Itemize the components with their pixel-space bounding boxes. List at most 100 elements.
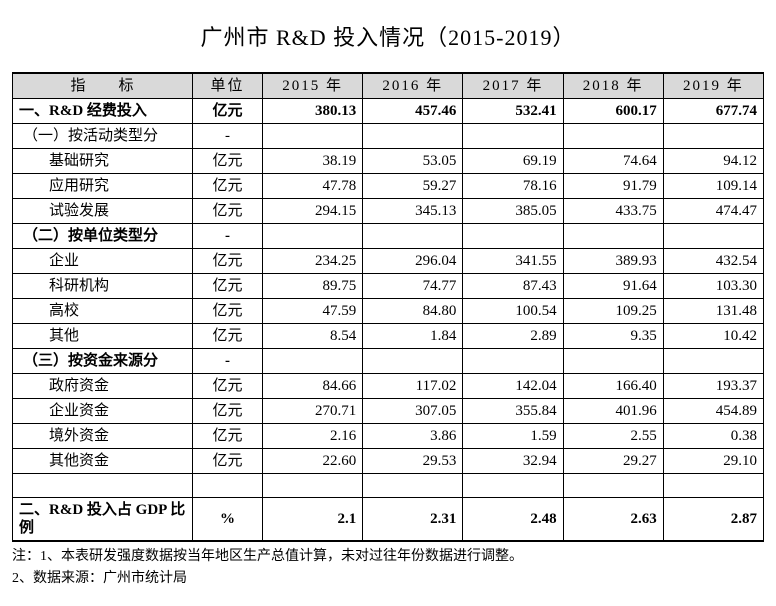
cell-value: 47.59: [263, 299, 363, 324]
cell-value: 474.47: [663, 199, 763, 224]
table-row: 试验发展亿元294.15345.13385.05433.75474.47: [13, 199, 764, 224]
cell-value: 74.64: [563, 149, 663, 174]
row-unit: -: [193, 349, 263, 374]
cell-value: 1.59: [463, 424, 563, 449]
row-label: 一、R&D 经费投入: [13, 99, 193, 124]
cell-value: [263, 124, 363, 149]
cell-value: [463, 224, 563, 249]
row-label: （一）按活动类型分: [13, 124, 193, 149]
cell-value: 432.54: [663, 249, 763, 274]
cell-value: 401.96: [563, 399, 663, 424]
row-unit: 亿元: [193, 399, 263, 424]
row-label: [13, 474, 193, 498]
cell-value: 341.55: [463, 249, 563, 274]
row-label: 其他资金: [13, 449, 193, 474]
table-row: 科研机构亿元89.7574.7787.4391.64103.30: [13, 274, 764, 299]
row-unit: 亿元: [193, 99, 263, 124]
cell-value: 2.1: [263, 498, 363, 542]
cell-value: 29.53: [363, 449, 463, 474]
row-unit: 亿元: [193, 199, 263, 224]
table-row: 政府资金亿元84.66117.02142.04166.40193.37: [13, 374, 764, 399]
row-unit: 亿元: [193, 174, 263, 199]
cell-value: 142.04: [463, 374, 563, 399]
cell-value: 457.46: [363, 99, 463, 124]
cell-value: 1.84: [363, 324, 463, 349]
note-line-2: 2、数据来源：广州市统计局: [12, 568, 764, 590]
cell-value: 166.40: [563, 374, 663, 399]
row-unit: 亿元: [193, 274, 263, 299]
cell-value: 270.71: [263, 399, 363, 424]
row-unit: 亿元: [193, 149, 263, 174]
cell-value: [363, 474, 463, 498]
row-unit: 亿元: [193, 324, 263, 349]
cell-value: 103.30: [663, 274, 763, 299]
cell-value: 109.25: [563, 299, 663, 324]
table-row: 其他资金亿元22.6029.5332.9429.2729.10: [13, 449, 764, 474]
col-year-2016: 2016 年: [363, 73, 463, 99]
row-unit: 亿元: [193, 299, 263, 324]
cell-value: 29.27: [563, 449, 663, 474]
col-indicator: 指 标: [13, 73, 193, 99]
row-label: （二）按单位类型分: [13, 224, 193, 249]
cell-value: 3.86: [363, 424, 463, 449]
cell-value: [463, 124, 563, 149]
cell-value: [663, 224, 763, 249]
cell-value: 532.41: [463, 99, 563, 124]
table-row: 企业资金亿元270.71307.05355.84401.96454.89: [13, 399, 764, 424]
row-unit: 亿元: [193, 449, 263, 474]
cell-value: 8.54: [263, 324, 363, 349]
cell-value: 433.75: [563, 199, 663, 224]
cell-value: 454.89: [663, 399, 763, 424]
cell-value: 89.75: [263, 274, 363, 299]
cell-value: 355.84: [463, 399, 563, 424]
table-row: （三）按资金来源分-: [13, 349, 764, 374]
cell-value: 117.02: [363, 374, 463, 399]
cell-value: 2.31: [363, 498, 463, 542]
table-row: 企业亿元234.25296.04341.55389.93432.54: [13, 249, 764, 274]
col-year-2019: 2019 年: [663, 73, 763, 99]
cell-value: 32.94: [463, 449, 563, 474]
cell-value: [563, 124, 663, 149]
row-label: 企业: [13, 249, 193, 274]
cell-value: 29.10: [663, 449, 763, 474]
cell-value: 84.80: [363, 299, 463, 324]
cell-value: 2.63: [563, 498, 663, 542]
cell-value: 389.93: [563, 249, 663, 274]
cell-value: 91.64: [563, 274, 663, 299]
cell-value: 9.35: [563, 324, 663, 349]
row-label: 应用研究: [13, 174, 193, 199]
table-row: 基础研究亿元38.1953.0569.1974.6494.12: [13, 149, 764, 174]
note-line-1: 注：1、本表研发强度数据按当年地区生产总值计算，未对过往年份数据进行调整。: [12, 546, 764, 568]
cell-value: 2.87: [663, 498, 763, 542]
row-label: 二、R&D 投入占 GDP 比例: [13, 498, 193, 542]
col-year-2015: 2015 年: [263, 73, 363, 99]
table-row: 高校亿元47.5984.80100.54109.25131.48: [13, 299, 764, 324]
cell-value: 91.79: [563, 174, 663, 199]
cell-value: 2.48: [463, 498, 563, 542]
table-row: 境外资金亿元2.163.861.592.550.38: [13, 424, 764, 449]
table-row: 其他亿元8.541.842.899.3510.42: [13, 324, 764, 349]
cell-value: 10.42: [663, 324, 763, 349]
row-unit: 亿元: [193, 249, 263, 274]
cell-value: 38.19: [263, 149, 363, 174]
cell-value: 74.77: [363, 274, 463, 299]
row-unit: -: [193, 124, 263, 149]
cell-value: 193.37: [663, 374, 763, 399]
col-year-2017: 2017 年: [463, 73, 563, 99]
table-row: （一）按活动类型分-: [13, 124, 764, 149]
rd-table: 指 标 单位 2015 年 2016 年 2017 年 2018 年 2019 …: [12, 72, 764, 542]
cell-value: [563, 224, 663, 249]
cell-value: 380.13: [263, 99, 363, 124]
cell-value: 22.60: [263, 449, 363, 474]
cell-value: 2.89: [463, 324, 563, 349]
cell-value: 109.14: [663, 174, 763, 199]
cell-value: [563, 474, 663, 498]
cell-value: 0.38: [663, 424, 763, 449]
table-row: 一、R&D 经费投入亿元380.13457.46532.41600.17677.…: [13, 99, 764, 124]
cell-value: [663, 124, 763, 149]
cell-value: 307.05: [363, 399, 463, 424]
table-row: （二）按单位类型分-: [13, 224, 764, 249]
cell-value: 69.19: [463, 149, 563, 174]
table-row: 应用研究亿元47.7859.2778.1691.79109.14: [13, 174, 764, 199]
cell-value: 84.66: [263, 374, 363, 399]
